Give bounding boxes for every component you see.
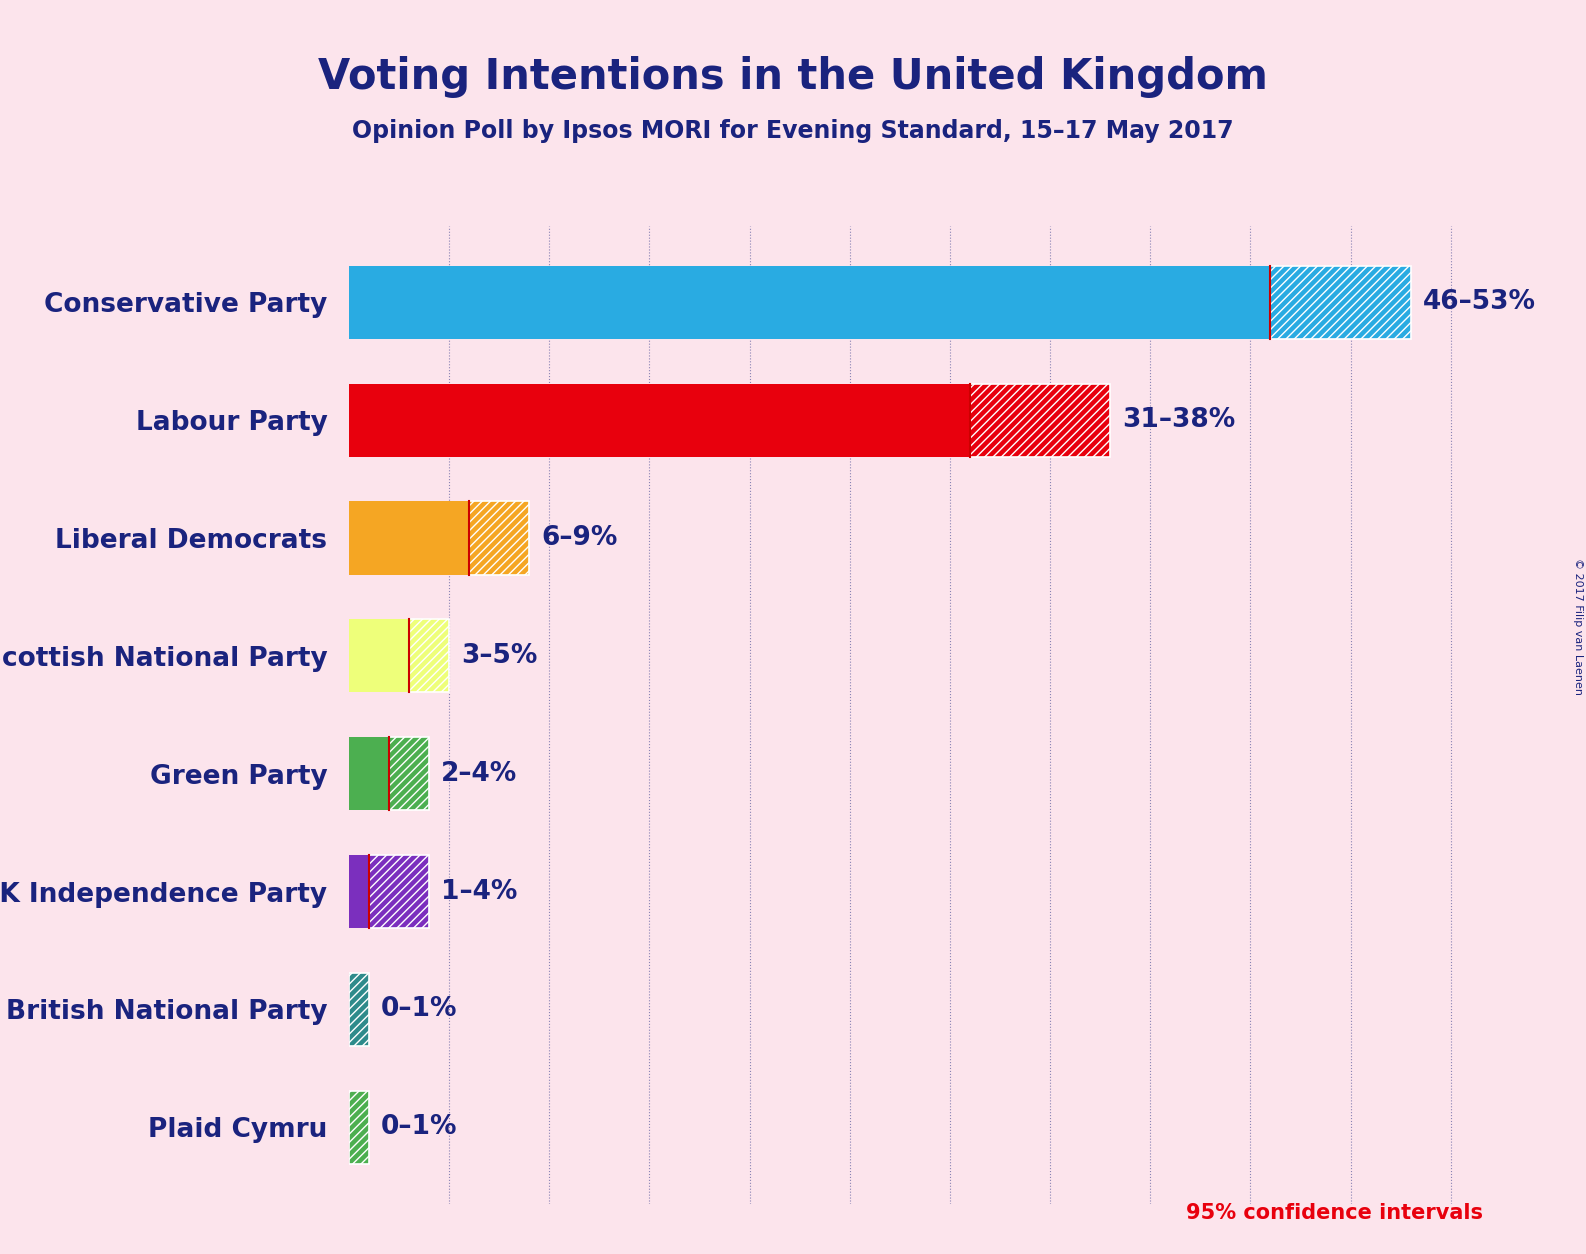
Text: 2–4%: 2–4% [441, 761, 517, 786]
Bar [469, 502, 530, 574]
Bar [349, 1091, 370, 1164]
Bar [349, 855, 370, 928]
Bar [1270, 266, 1410, 339]
Text: 3–5%: 3–5% [462, 643, 538, 668]
Text: © 2017 Filip van Laenen: © 2017 Filip van Laenen [1573, 558, 1583, 696]
Text: Voting Intentions in the United Kingdom: Voting Intentions in the United Kingdom [319, 56, 1267, 98]
Text: 1–4%: 1–4% [441, 879, 517, 904]
Bar [409, 619, 449, 692]
Text: 46–53%: 46–53% [1423, 290, 1535, 315]
Bar [349, 737, 389, 810]
Bar [370, 855, 430, 928]
Text: 95% confidence intervals: 95% confidence intervals [1186, 1203, 1483, 1223]
Text: 31–38%: 31–38% [1123, 408, 1235, 433]
Bar [971, 384, 1110, 456]
Bar [349, 384, 971, 456]
Text: 6–9%: 6–9% [541, 525, 617, 551]
Text: 0–1%: 0–1% [381, 997, 457, 1022]
Bar [349, 266, 1270, 339]
Text: Opinion Poll by Ipsos MORI for Evening Standard, 15–17 May 2017: Opinion Poll by Ipsos MORI for Evening S… [352, 119, 1234, 143]
Bar [389, 737, 430, 810]
Bar [349, 973, 370, 1046]
Bar [349, 502, 469, 574]
Bar [349, 619, 409, 692]
Text: 0–1%: 0–1% [381, 1115, 457, 1140]
